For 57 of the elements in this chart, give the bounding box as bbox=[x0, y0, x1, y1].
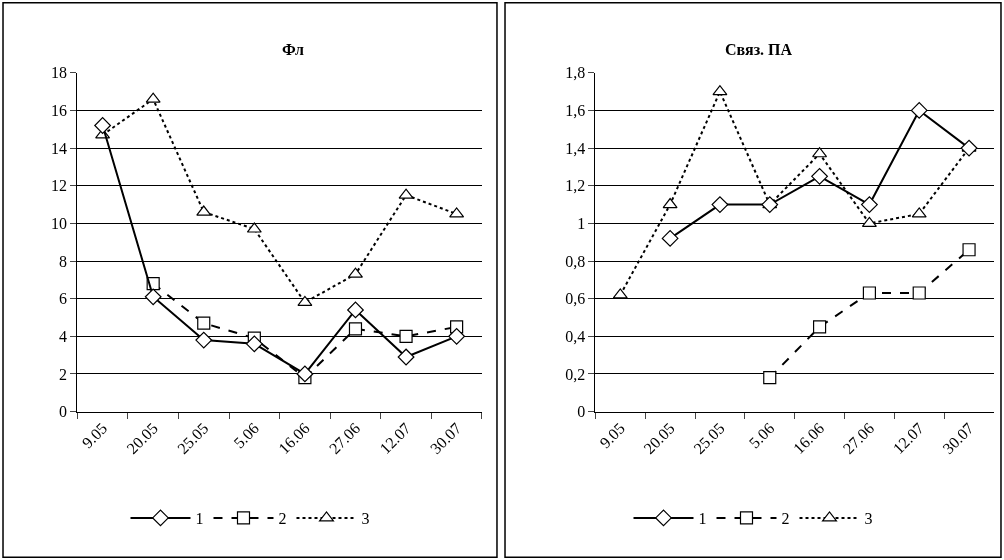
point bbox=[763, 371, 777, 385]
point bbox=[448, 327, 466, 345]
point bbox=[347, 301, 364, 319]
y-tick-label: 0 bbox=[577, 403, 586, 421]
point bbox=[197, 316, 211, 330]
y-tick-label: 0,4 bbox=[565, 327, 586, 345]
legend-label: 1 bbox=[698, 510, 707, 528]
y-tick-label: 2 bbox=[59, 365, 68, 383]
y-tick-label: 1,8 bbox=[565, 64, 586, 82]
point bbox=[195, 331, 213, 349]
point bbox=[348, 322, 363, 336]
point bbox=[812, 320, 827, 334]
y-tick-label: 0,6 bbox=[565, 290, 586, 308]
y-tick-label: 12 bbox=[51, 177, 68, 195]
y-tick-label: 10 bbox=[51, 214, 68, 232]
y-tick-label: 1,4 bbox=[565, 139, 586, 157]
point bbox=[862, 286, 876, 300]
point bbox=[960, 139, 978, 157]
point bbox=[912, 286, 926, 300]
point bbox=[861, 196, 878, 213]
point bbox=[297, 295, 313, 307]
point bbox=[399, 329, 413, 343]
y-tick-label: 1,2 bbox=[565, 177, 586, 195]
y-tick-label: 16 bbox=[51, 102, 68, 120]
x-tick-label: 9.05 bbox=[78, 419, 111, 452]
x-tick-label: 9.05 bbox=[596, 419, 629, 452]
point bbox=[245, 335, 263, 353]
point bbox=[94, 117, 111, 134]
y-tick-label: 6 bbox=[59, 290, 68, 308]
point bbox=[296, 365, 314, 383]
point bbox=[761, 196, 779, 213]
point bbox=[811, 167, 828, 185]
point bbox=[661, 230, 679, 247]
y-tick-label: 4 bbox=[59, 327, 68, 345]
point bbox=[397, 348, 415, 366]
chart-title: Связ. ПА bbox=[725, 41, 793, 58]
y-tick-label: 0,2 bbox=[565, 365, 586, 383]
y-tick-label: 8 bbox=[59, 252, 68, 270]
x-tick-label: 5.06 bbox=[745, 419, 778, 452]
x-tick-label: 5.06 bbox=[230, 419, 263, 452]
point bbox=[662, 197, 678, 209]
legend-label: 3 bbox=[864, 510, 873, 528]
legend-label: 2 bbox=[781, 510, 790, 528]
point bbox=[144, 288, 162, 306]
y-tick-label: 18 bbox=[51, 64, 68, 82]
legend-label: 1 bbox=[195, 510, 204, 528]
point bbox=[711, 196, 729, 213]
legend-label: 2 bbox=[278, 510, 287, 528]
y-tick-label: 0,8 bbox=[565, 252, 586, 270]
y-tick-label: 0 bbox=[59, 403, 68, 421]
y-tick-label: 1,6 bbox=[565, 102, 586, 120]
y-tick-label: 14 bbox=[51, 139, 68, 157]
y-tick-label: 1 bbox=[577, 214, 586, 232]
point bbox=[962, 243, 976, 257]
chart-title: Фл bbox=[282, 41, 304, 58]
legend-label: 3 bbox=[361, 510, 370, 528]
point bbox=[910, 102, 928, 119]
